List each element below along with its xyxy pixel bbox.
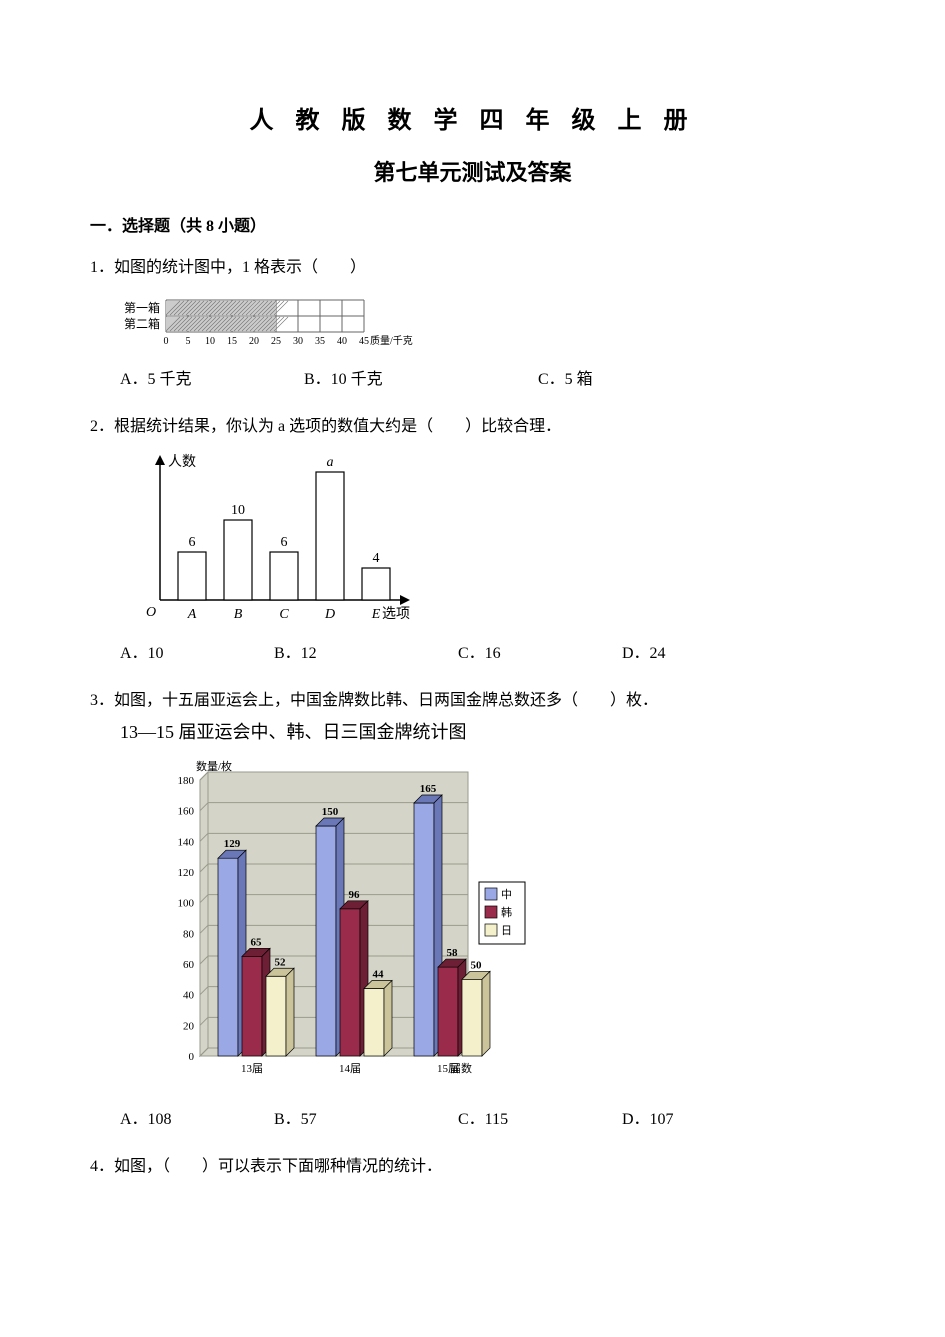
svg-text:0: 0 — [164, 336, 169, 347]
svg-text:60: 60 — [183, 959, 195, 971]
svg-text:65: 65 — [251, 936, 263, 948]
question-3-chart-title: 13—15 届亚运会中、韩、日三国金牌统计图 — [120, 716, 855, 748]
question-4: 4．如图，（ ）可以表示下面哪种情况的统计． — [90, 1153, 855, 1182]
svg-text:20: 20 — [249, 336, 259, 347]
svg-text:100: 100 — [178, 898, 195, 910]
svg-text:B: B — [234, 607, 243, 622]
q2-opt-a: A．10 — [120, 640, 270, 669]
svg-text:80: 80 — [183, 928, 195, 940]
section-heading-1: 一．选择题（共 8 小题） — [90, 213, 855, 242]
q1-opt-a: A．5 千克 — [120, 366, 300, 395]
question-1-options: A．5 千克 B．10 千克 C．5 箱 — [120, 366, 855, 395]
svg-text:6: 6 — [189, 535, 196, 550]
svg-text:质量/千克: 质量/千克 — [370, 335, 413, 347]
svg-text:10: 10 — [205, 336, 215, 347]
question-1: 1．如图的统计图中，1 格表示（ ） 第一箱第二箱 0 5 10 15 20 25 30 35 4… — [90, 254, 855, 396]
question-1-text: 1．如图的统计图中，1 格表示（ ） — [90, 254, 855, 283]
svg-text:45: 45 — [359, 336, 369, 347]
svg-text:96: 96 — [349, 889, 361, 901]
svg-text:届数: 届数 — [450, 1062, 472, 1075]
svg-text:140: 140 — [178, 836, 195, 848]
svg-text:中: 中 — [501, 888, 512, 901]
q3-opt-c: C．115 — [458, 1106, 618, 1135]
q3-opt-a: A．108 — [120, 1106, 270, 1135]
q1-opt-c: C．5 箱 — [538, 366, 658, 395]
question-2-options: A．10 B．12 C．16 D．24 — [120, 640, 855, 669]
svg-text:5: 5 — [186, 336, 191, 347]
question-2-chart: 人数选项 O 6 A 10 B 6 Ca D 4 E — [120, 450, 855, 630]
q2-opt-b: B．12 — [274, 640, 454, 669]
svg-text:选项: 选项 — [382, 606, 410, 622]
svg-text:数量/枚: 数量/枚 — [196, 759, 232, 773]
question-3-chart: 0 20 40 60 80 100 120 140 160 180数量/枚 129 65 52 13届 15… — [150, 756, 855, 1096]
question-3: 3．如图，十五届亚运会上，中国金牌数比韩、日两国金牌总数还多（ ）枚． 13—1… — [90, 687, 855, 1135]
q2-opt-d: D．24 — [622, 640, 722, 669]
svg-text:40: 40 — [183, 990, 195, 1002]
question-3-text: 3．如图，十五届亚运会上，中国金牌数比韩、日两国金牌总数还多（ ）枚． — [90, 687, 855, 716]
svg-text:180: 180 — [178, 775, 195, 787]
svg-text:C: C — [279, 607, 289, 622]
svg-text:15: 15 — [227, 336, 237, 347]
svg-text:58: 58 — [447, 947, 459, 959]
svg-text:129: 129 — [224, 838, 241, 850]
svg-text:O: O — [146, 605, 156, 620]
question-2-text: 2．根据统计结果，你认为 a 选项的数值大约是（ ）比较合理． — [90, 413, 855, 442]
question-4-text: 4．如图，（ ）可以表示下面哪种情况的统计． — [90, 1153, 855, 1182]
q1-opt-b: B．10 千克 — [304, 366, 534, 395]
svg-text:日: 日 — [501, 925, 512, 937]
page-title-main: 人 教 版 数 学 四 年 级 上 册 — [90, 100, 855, 143]
q2-opt-c: C．16 — [458, 640, 618, 669]
svg-text:a: a — [327, 455, 334, 470]
svg-text:150: 150 — [322, 806, 339, 818]
svg-text:韩: 韩 — [501, 905, 512, 919]
svg-text:6: 6 — [281, 535, 288, 550]
svg-text:160: 160 — [178, 806, 195, 818]
q3-opt-d: D．107 — [622, 1106, 722, 1135]
svg-text:第二箱: 第二箱 — [124, 316, 160, 331]
svg-text:35: 35 — [315, 336, 325, 347]
svg-text:14届: 14届 — [339, 1062, 361, 1075]
svg-text:165: 165 — [420, 783, 437, 795]
svg-text:52: 52 — [275, 956, 287, 968]
page-title-sub: 第七单元测试及答案 — [90, 153, 855, 193]
question-3-options: A．108 B．57 C．115 D．107 — [120, 1106, 855, 1135]
svg-text:25: 25 — [271, 336, 281, 347]
question-1-chart: 第一箱第二箱 0 5 10 15 20 25 30 35 40 45质量/千克 — [120, 290, 855, 356]
svg-text:人数: 人数 — [168, 454, 196, 470]
svg-text:第一箱: 第一箱 — [124, 300, 160, 315]
svg-text:30: 30 — [293, 336, 303, 347]
svg-text:0: 0 — [189, 1051, 195, 1063]
svg-text:50: 50 — [471, 959, 483, 971]
svg-text:20: 20 — [183, 1020, 195, 1032]
svg-text:A: A — [187, 607, 197, 622]
svg-text:13届: 13届 — [241, 1062, 263, 1075]
svg-text:4: 4 — [373, 551, 380, 566]
q3-opt-b: B．57 — [274, 1106, 454, 1135]
svg-text:44: 44 — [373, 968, 385, 980]
svg-text:40: 40 — [337, 336, 347, 347]
svg-text:120: 120 — [178, 867, 195, 879]
svg-text:E: E — [371, 607, 381, 622]
svg-text:10: 10 — [231, 503, 245, 518]
question-2: 2．根据统计结果，你认为 a 选项的数值大约是（ ）比较合理． 人数选项 O 6 A 1… — [90, 413, 855, 669]
svg-text:D: D — [324, 607, 335, 622]
